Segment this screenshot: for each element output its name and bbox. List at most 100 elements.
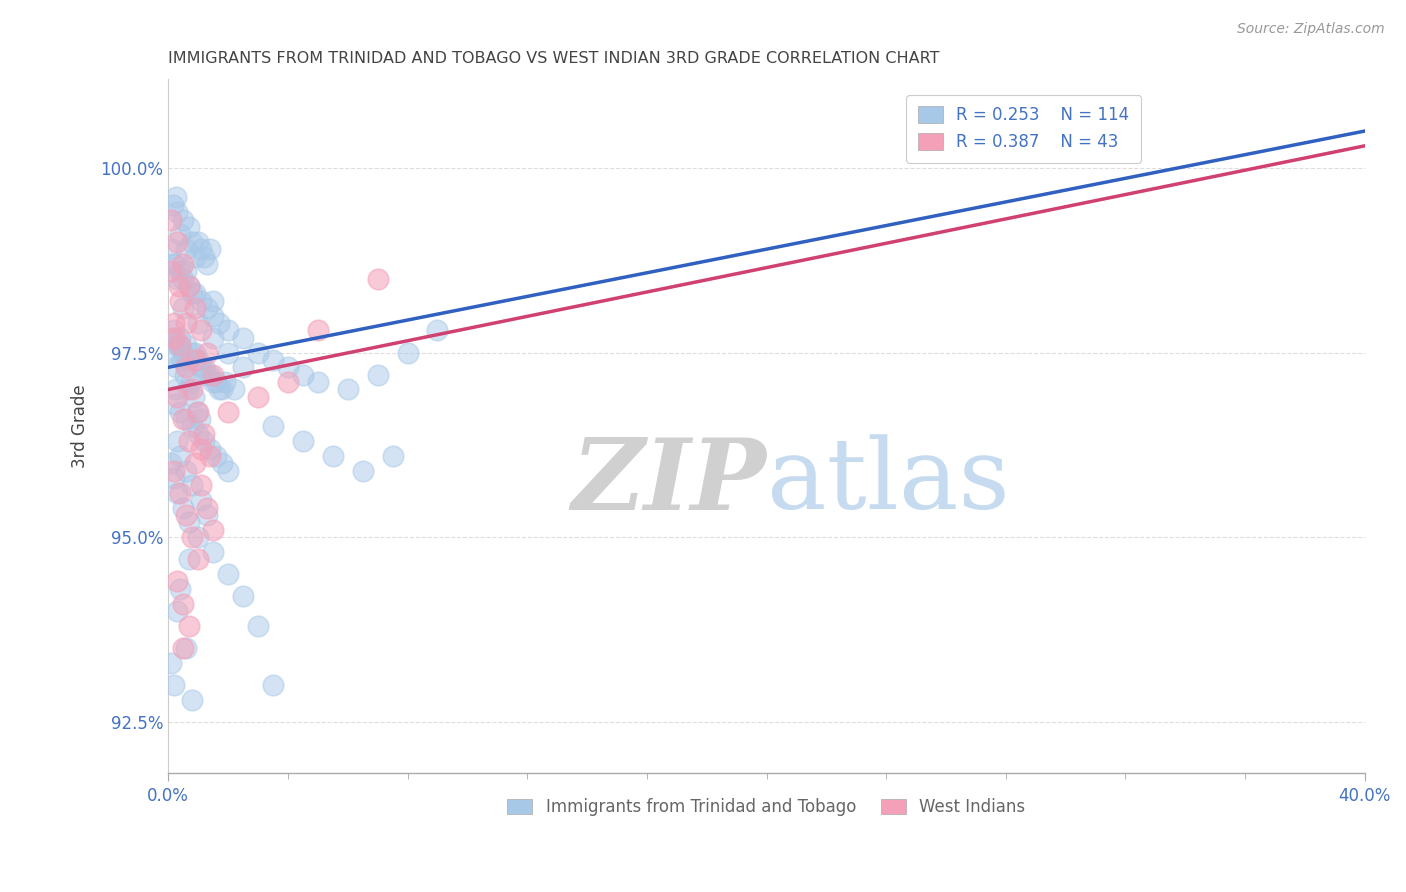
Point (166, 205, 188, 219)
Point (190, 493, 212, 508)
Point (181, 419, 204, 434)
Point (166, 390, 188, 404)
Point (202, 368, 225, 382)
Point (165, 383, 187, 397)
Point (166, 235, 188, 249)
Point (172, 301, 194, 316)
Point (198, 449, 221, 463)
Point (214, 375, 236, 389)
Point (169, 582, 191, 596)
Point (187, 316, 209, 330)
Point (172, 640, 194, 655)
Point (291, 368, 314, 382)
Point (187, 353, 209, 368)
Point (198, 442, 221, 456)
Point (169, 338, 191, 352)
Point (165, 360, 187, 375)
Point (367, 368, 389, 382)
Point (187, 235, 209, 249)
Point (174, 640, 197, 655)
Text: atlas: atlas (766, 434, 1010, 530)
Point (162, 198, 184, 212)
Point (170, 353, 193, 368)
Point (180, 375, 202, 389)
Point (222, 383, 245, 397)
Point (163, 678, 186, 692)
Point (163, 323, 186, 337)
Point (166, 434, 188, 449)
Point (169, 331, 191, 345)
Point (367, 271, 389, 285)
Point (169, 293, 191, 308)
Point (184, 250, 207, 264)
Point (195, 301, 218, 316)
Point (195, 500, 218, 515)
Point (195, 345, 218, 359)
Point (202, 309, 225, 323)
Legend: Immigrants from Trinidad and Tobago, West Indians: Immigrants from Trinidad and Tobago, Wes… (499, 789, 1033, 824)
Point (169, 404, 191, 418)
Point (187, 552, 209, 566)
Point (217, 404, 239, 418)
Point (202, 293, 225, 308)
Text: ZIP: ZIP (571, 434, 766, 530)
Point (205, 449, 228, 463)
Point (187, 426, 209, 441)
Text: IMMIGRANTS FROM TRINIDAD AND TOBAGO VS WEST INDIAN 3RD GRADE CORRELATION CHART: IMMIGRANTS FROM TRINIDAD AND TOBAGO VS W… (169, 51, 939, 66)
Point (190, 360, 212, 375)
Point (179, 516, 201, 530)
Point (160, 264, 183, 278)
Point (179, 220, 201, 235)
Point (184, 301, 207, 316)
Point (174, 464, 197, 478)
Point (322, 449, 344, 463)
Point (190, 442, 212, 456)
Point (190, 323, 212, 337)
Point (169, 449, 191, 463)
Point (184, 286, 207, 301)
Point (195, 508, 218, 522)
Point (187, 404, 209, 418)
Point (166, 574, 188, 589)
Point (195, 368, 218, 382)
Point (174, 242, 197, 256)
Point (163, 397, 186, 411)
Point (246, 390, 269, 404)
Point (160, 242, 183, 256)
Point (262, 353, 284, 368)
Point (426, 323, 449, 337)
Point (193, 360, 215, 375)
Point (181, 345, 204, 359)
Point (162, 345, 184, 359)
Point (179, 434, 201, 449)
Point (160, 331, 183, 345)
Point (174, 360, 197, 375)
Point (163, 316, 186, 330)
Point (205, 375, 228, 389)
Point (190, 242, 212, 256)
Point (169, 227, 191, 242)
Point (198, 242, 221, 256)
Point (181, 235, 204, 249)
Point (179, 279, 201, 293)
Y-axis label: 3rd Grade: 3rd Grade (72, 384, 89, 468)
Point (352, 464, 374, 478)
Point (172, 271, 194, 285)
Point (173, 368, 195, 382)
Point (232, 589, 254, 603)
Point (195, 257, 218, 271)
Point (181, 383, 204, 397)
Point (174, 264, 197, 278)
Point (163, 257, 186, 271)
Point (165, 190, 187, 204)
Point (183, 390, 205, 404)
Point (336, 383, 359, 397)
Point (172, 597, 194, 611)
Point (202, 545, 225, 559)
Point (174, 508, 197, 522)
Point (163, 471, 186, 485)
Point (307, 323, 329, 337)
Point (166, 338, 188, 352)
Point (190, 293, 212, 308)
Point (169, 264, 191, 278)
